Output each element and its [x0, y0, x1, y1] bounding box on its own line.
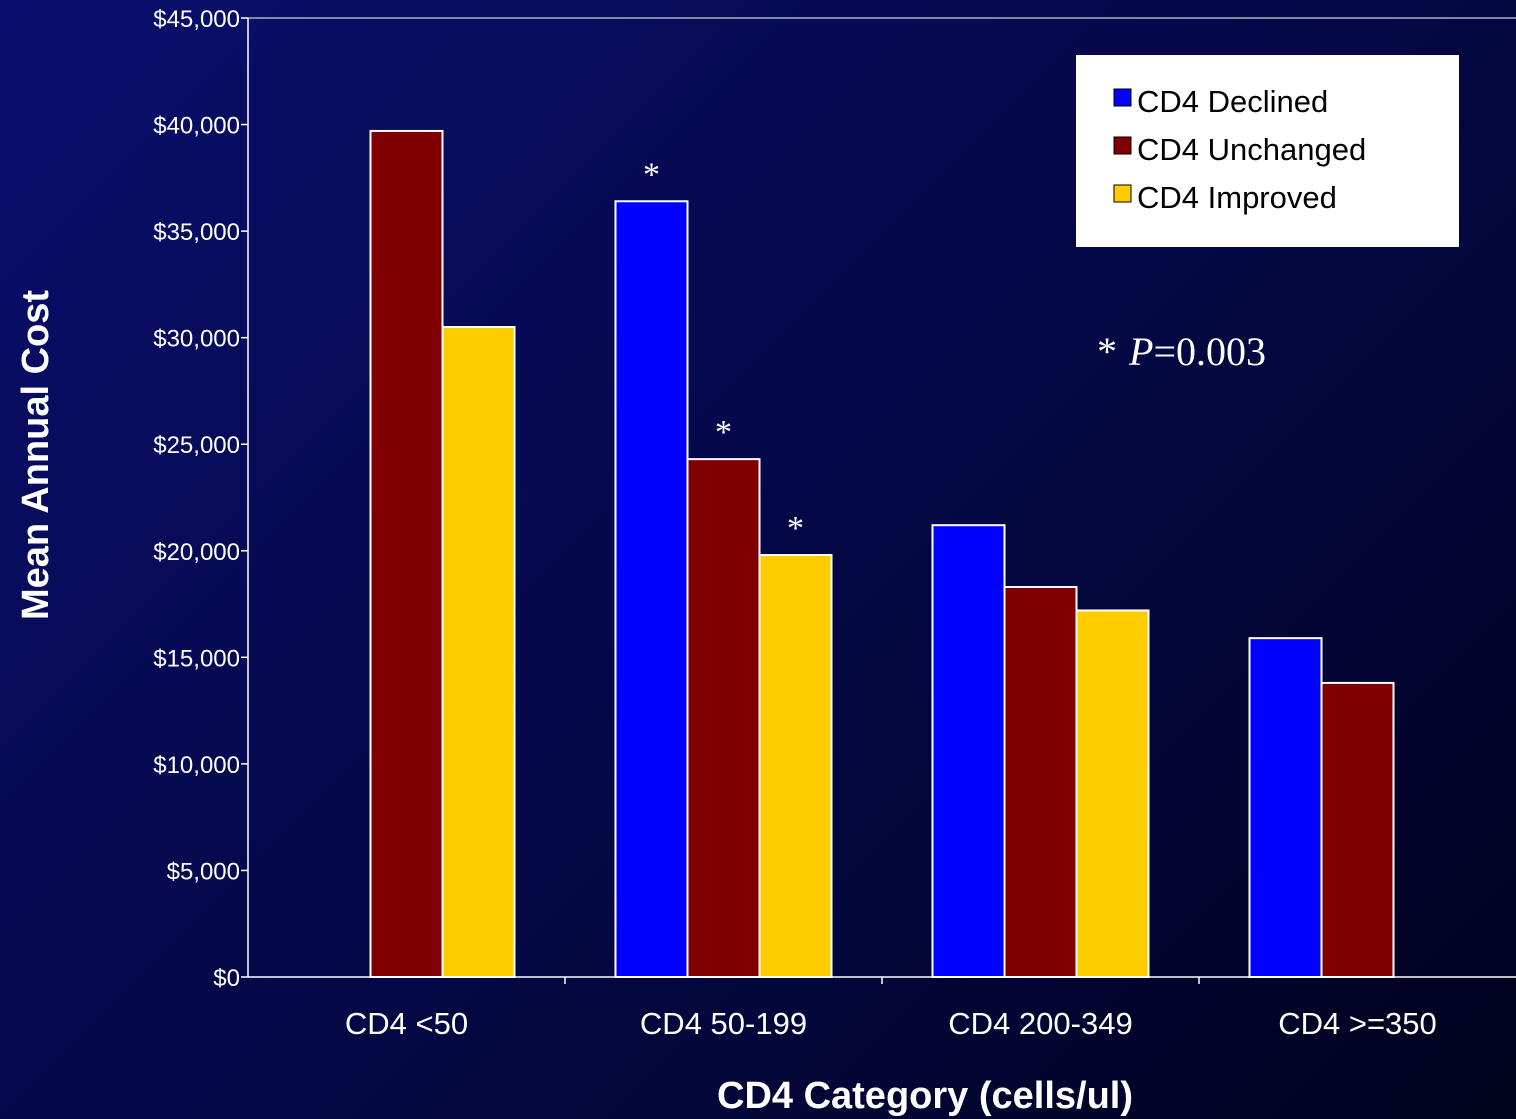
bar-cd4-declined-cd4-50-199: [614, 200, 689, 978]
y-tick-label: $35,000: [153, 219, 240, 246]
bar-cd4-improved-cd4-200-349: [1075, 609, 1150, 979]
legend-label-cd4-improved: CD4 Improved: [1137, 180, 1337, 215]
bars-layer: [369, 129, 1395, 979]
y-tick-label: $0: [213, 965, 240, 992]
y-tick-label: $40,000: [153, 113, 240, 140]
y-tick-label: $10,000: [153, 752, 240, 779]
y-tick-label: $25,000: [153, 432, 240, 459]
y-tick-label: $45,000: [153, 6, 240, 33]
y-axis-title: Mean Annual Cost: [15, 290, 57, 620]
legend-swatch-cd4-improved: [1113, 184, 1132, 203]
legend-swatch-cd4-unchanged: [1113, 136, 1132, 155]
x-tick-label-cd4-350: CD4 >=350: [1278, 1006, 1437, 1041]
labels-layer: $0 $5,000 $10,000 $15,000 $20,000 $25,000 $30,…: [153, 6, 1437, 1041]
legend-label-cd4-declined: CD4 Declined: [1137, 84, 1328, 119]
legend-items: CD4 Declined CD4 Unchanged CD4 Improved: [1113, 84, 1366, 215]
p-value-number: =0.003: [1153, 329, 1266, 374]
bar-cd4-unchanged-cd4-50-199: [686, 458, 761, 978]
bar-cd4-unchanged-cd4-350: [1320, 681, 1395, 978]
x-tick-label-cd4-50: CD4 <50: [345, 1006, 468, 1041]
y-tick-label: $30,000: [153, 326, 240, 353]
significance-mark-cd4-improved: *: [787, 510, 804, 547]
y-tick-label: $5,000: [167, 858, 240, 885]
axes-layer: [241, 17, 1516, 984]
bar-cd4-improved-cd4-50: [441, 326, 516, 978]
legend-label-cd4-unchanged: CD4 Unchanged: [1137, 132, 1366, 167]
significance-mark-cd4-declined: *: [643, 156, 660, 193]
bar-cd4-unchanged-cd4-50: [369, 129, 444, 978]
legend-swatch-cd4-declined: [1113, 88, 1132, 107]
bar-cd4-declined-cd4-350: [1248, 637, 1323, 978]
p-value-annotation: * P=0.003: [1097, 329, 1266, 374]
y-tick-label: $20,000: [153, 539, 240, 566]
p-value-label: P: [1128, 329, 1153, 374]
x-axis-title: CD4 Category (cells/ul): [717, 1075, 1133, 1117]
legend-box: [1076, 55, 1459, 247]
p-value-symbol: *: [1097, 329, 1117, 374]
significance-mark-cd4-unchanged: *: [715, 414, 732, 451]
legend: CD4 Declined CD4 Unchanged CD4 Improved: [1076, 55, 1459, 247]
x-tick-label-cd4-50-199: CD4 50-199: [640, 1006, 807, 1041]
bar-cd4-improved-cd4-50-199: [758, 554, 833, 978]
bar-cd4-declined-cd4-200-349: [931, 524, 1006, 979]
bar-cd4-unchanged-cd4-200-349: [1003, 586, 1078, 978]
x-tick-label-cd4-200-349: CD4 200-349: [948, 1006, 1132, 1041]
y-tick-label: $15,000: [153, 645, 240, 672]
